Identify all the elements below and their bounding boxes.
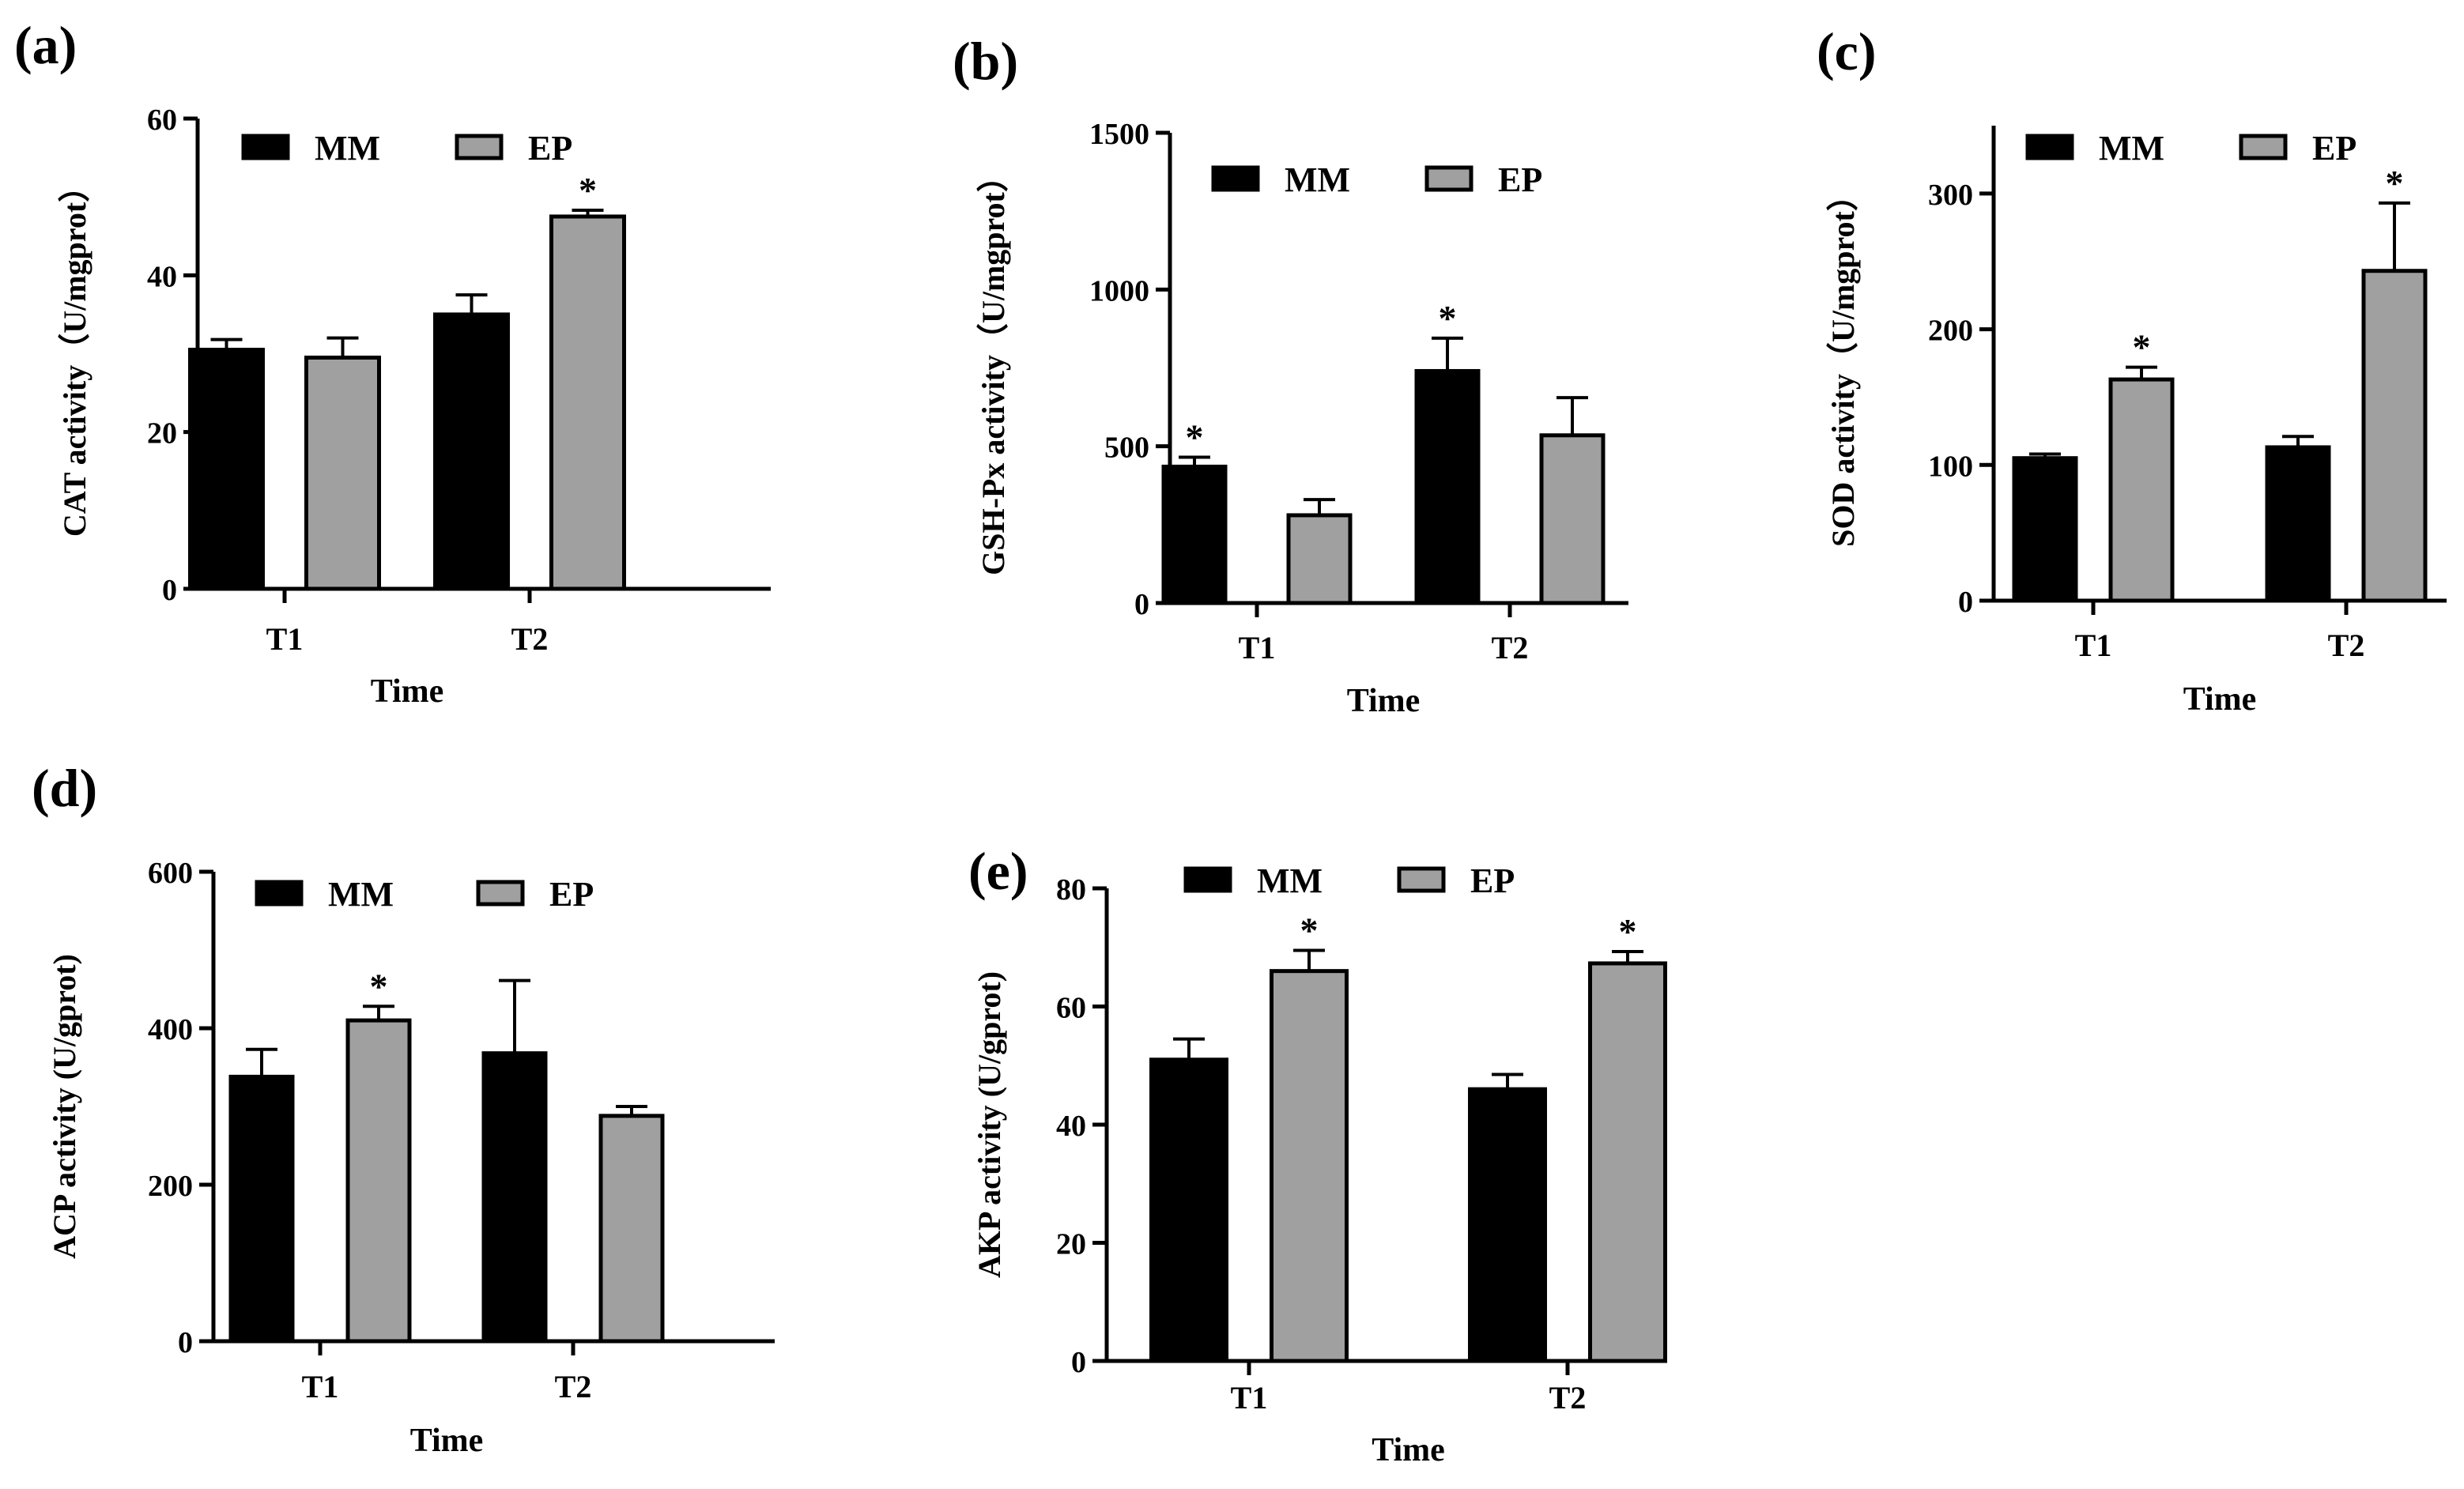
panel-e-legend-label-ep: EP (1470, 861, 1515, 900)
panel-d-bar-ep-t2 (598, 1114, 665, 1344)
panel-c-legend-label-mm: MM (2099, 129, 2164, 168)
panel-e-y-tick-label: 60 (1056, 992, 1086, 1025)
panel-d-y-tick-label: 400 (148, 1013, 193, 1046)
panel-d-label: (d) (32, 758, 97, 818)
panel-b-significance-mark: * (1439, 298, 1457, 338)
panel-d-legend-label-mm: MM (328, 875, 394, 914)
panel-e-bar-mm-t1 (1149, 1057, 1228, 1363)
panel-d-bar-mm-t2 (481, 1051, 548, 1344)
panel-d-y-tick-label: 200 (148, 1170, 193, 1203)
panel-d-x-tick-label: T2 (555, 1369, 592, 1404)
panel-b-legend-label-mm: MM (1285, 160, 1350, 199)
panel-d-significance-mark: * (370, 966, 388, 1006)
panel-a-x-tick-label: T1 (266, 621, 304, 657)
panel-b-label: (b) (953, 31, 1018, 91)
panel-d-legend-swatch-mm (255, 880, 304, 907)
panel-c-x-tick-label: T2 (2328, 628, 2365, 663)
panel-c-x-axis-title: Time (2183, 681, 2257, 718)
panel-a-legend-swatch-mm (241, 134, 290, 160)
panel-c-legend-swatch-ep (2239, 134, 2288, 160)
panel-e-significance-mark: * (1619, 911, 1637, 952)
panel-b-bar-mm-t2 (1414, 368, 1481, 605)
panel-a-y-tick-label: 0 (162, 574, 177, 607)
panel-b-legend-swatch-mm (1211, 165, 1260, 192)
panel-a-y-tick-label: 20 (147, 417, 177, 450)
panel-a-bar-mm-t2 (433, 312, 510, 591)
panel-a-x-tick-label: T2 (511, 621, 549, 657)
panel-e-bar-ep-t2 (1588, 961, 1667, 1363)
panel-c-bar-ep-t2 (2361, 269, 2428, 603)
panel-e-y-tick-label: 80 (1056, 873, 1086, 907)
panel-c-legend-label-ep: EP (2312, 129, 2356, 168)
panel-c-y-tick-label: 300 (1928, 179, 1973, 212)
panel-e-legend-swatch-ep (1397, 866, 1446, 893)
panel-e-x-tick-label: T1 (1231, 1380, 1268, 1415)
panel-a-y-tick-label: 60 (147, 104, 177, 137)
panel-d-x-tick-label: T1 (302, 1369, 339, 1404)
panel-a-legend-swatch-ep (455, 134, 504, 160)
panel-a-bar-ep-t1 (304, 355, 381, 591)
panel-a-legend-label-ep: EP (528, 129, 572, 168)
panel-c-y-tick-label: 200 (1928, 315, 1973, 348)
panel-e-y-axis-title: AKP activity (U/gprot) (972, 971, 1007, 1278)
panel-d-x-axis-title: Time (410, 1423, 484, 1459)
panel-e-y-tick-label: 20 (1056, 1228, 1086, 1261)
panel-a-legend-label-mm: MM (315, 129, 380, 168)
panel-b-y-tick-label: 1000 (1089, 274, 1149, 307)
panel-b-significance-mark: * (1186, 417, 1204, 458)
panel-a-bar-mm-t1 (188, 348, 265, 591)
panel-c-y-tick-label: 100 (1928, 450, 1973, 483)
panel-d-y-axis-title: ACP activity (U/gprot) (47, 954, 82, 1259)
panel-b-y-tick-label: 0 (1134, 588, 1149, 621)
panel-a-bar-ep-t2 (549, 214, 626, 591)
panel-d-y-tick-label: 0 (178, 1326, 193, 1359)
panel-a-y-axis-title: CAT activity（U/mgprot） (57, 171, 92, 537)
panel-b-y-tick-label: 1500 (1089, 118, 1149, 151)
panel-b-y-tick-label: 500 (1104, 432, 1149, 465)
panel-a-significance-mark: * (579, 170, 597, 210)
panel-b-bar-ep-t1 (1286, 513, 1353, 605)
panel-b-legend-swatch-ep (1424, 165, 1473, 192)
panel-d-legend-label-ep: EP (549, 875, 594, 914)
panel-b-y-axis-title: GSH-Px activity（U/mgprot） (975, 160, 1011, 575)
panel-e-bar-mm-t2 (1468, 1087, 1547, 1363)
panel-c-bar-mm-t2 (2265, 445, 2331, 603)
panel-d-bar-mm-t1 (228, 1074, 295, 1344)
panel-c-label: (c) (1817, 21, 1876, 81)
panel-c-significance-mark: * (2386, 163, 2404, 203)
panel-e-x-axis-title: Time (1372, 1432, 1445, 1468)
panel-e-y-tick-label: 40 (1056, 1110, 1086, 1143)
panel-e-significance-mark: * (1300, 910, 1319, 950)
panel-b-x-tick-label: T2 (1492, 630, 1529, 665)
panel-c-legend-swatch-mm (2025, 134, 2074, 160)
panel-e-x-tick-label: T2 (1549, 1380, 1587, 1415)
panel-e-y-tick-label: 0 (1071, 1346, 1086, 1379)
panel-d-y-tick-label: 600 (148, 857, 193, 890)
panel-c-significance-mark: * (2133, 327, 2151, 368)
panel-b-legend-label-ep: EP (1498, 160, 1542, 199)
panel-b-x-tick-label: T1 (1239, 630, 1276, 665)
panel-e-bar-ep-t1 (1270, 969, 1349, 1363)
panel-d-bar-ep-t1 (345, 1018, 412, 1344)
panel-e-legend-swatch-mm (1183, 866, 1232, 893)
panel-a-x-axis-title: Time (371, 673, 444, 710)
panel-c-bar-ep-t1 (2108, 377, 2175, 603)
panel-e-legend-label-mm: MM (1257, 861, 1323, 900)
panel-b-x-axis-title: Time (1347, 683, 1421, 719)
panel-a-y-tick-label: 40 (147, 260, 177, 293)
panel-a-label: (a) (14, 15, 77, 75)
panel-c-y-tick-label: 0 (1958, 586, 1973, 619)
panel-c-y-axis-title: SOD activity（U/mgprot） (1825, 179, 1861, 547)
panel-b-bar-ep-t2 (1539, 433, 1606, 605)
panel-c-x-tick-label: T1 (2075, 628, 2112, 663)
panel-c-bar-mm-t1 (2012, 456, 2078, 603)
panel-b-bar-mm-t1 (1161, 464, 1228, 605)
panel-e-label: (e) (968, 841, 1028, 901)
panel-d-legend-swatch-ep (476, 880, 525, 907)
